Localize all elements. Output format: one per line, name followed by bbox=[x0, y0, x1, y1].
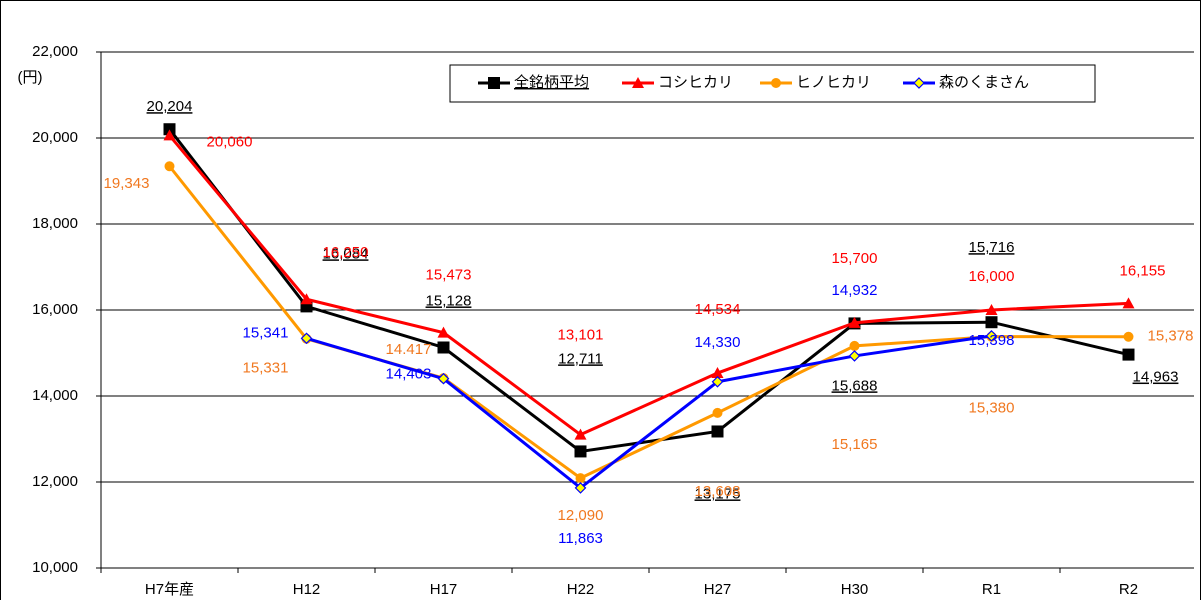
data-label: 15,398 bbox=[969, 332, 1015, 349]
data-label: 15,341 bbox=[243, 324, 289, 341]
data-label: 15,128 bbox=[426, 292, 472, 309]
y-tick-label: 10,000 bbox=[32, 559, 78, 576]
y-axis-label: (円) bbox=[18, 69, 43, 86]
marker bbox=[849, 340, 860, 351]
marker bbox=[488, 77, 500, 89]
data-label: 15,378 bbox=[1148, 328, 1194, 345]
data-label: 20,204 bbox=[147, 98, 193, 115]
y-tick-label: 14,000 bbox=[32, 387, 78, 404]
legend-label: コシヒカリ bbox=[658, 74, 733, 91]
marker bbox=[985, 316, 998, 329]
legend-label: 森のくまさん bbox=[939, 74, 1029, 91]
marker bbox=[1123, 331, 1134, 342]
y-tick-label: 16,000 bbox=[32, 301, 78, 318]
data-label: 12,711 bbox=[558, 350, 603, 367]
marker bbox=[575, 473, 586, 484]
marker bbox=[848, 350, 861, 362]
x-tick-label: H22 bbox=[567, 581, 595, 598]
marker bbox=[711, 425, 724, 438]
marker bbox=[632, 77, 644, 88]
data-label: 16,155 bbox=[1120, 262, 1166, 279]
series-line bbox=[168, 134, 1129, 437]
data-label: 15,700 bbox=[832, 250, 878, 267]
x-tick-label: R2 bbox=[1119, 581, 1138, 598]
data-label: 15,473 bbox=[426, 267, 472, 284]
series-line bbox=[306, 334, 992, 490]
data-label: 11,863 bbox=[558, 530, 603, 547]
marker bbox=[164, 161, 175, 172]
data-label: 15,165 bbox=[832, 436, 878, 453]
data-label: 19,343 bbox=[104, 175, 150, 192]
marker bbox=[848, 316, 861, 328]
data-label: 14,932 bbox=[832, 282, 878, 299]
data-label: 15,716 bbox=[969, 239, 1015, 256]
marker bbox=[300, 293, 313, 305]
data-label: 14,534 bbox=[695, 301, 741, 318]
marker bbox=[163, 123, 176, 136]
marker bbox=[711, 367, 724, 379]
marker bbox=[985, 330, 998, 342]
marker bbox=[437, 326, 450, 338]
x-tick-label: H7年産 bbox=[145, 581, 194, 598]
data-label: 14,963 bbox=[1133, 369, 1179, 386]
data-label: 16,250 bbox=[323, 244, 369, 261]
data-label: 16,084 bbox=[323, 245, 369, 262]
marker bbox=[437, 341, 450, 354]
marker bbox=[985, 304, 998, 315]
y-tick-label: 22,000 bbox=[32, 43, 78, 60]
data-label: 13,101 bbox=[558, 327, 604, 344]
data-label: 13,175 bbox=[695, 485, 741, 502]
y-tick-label: 20,000 bbox=[32, 129, 78, 146]
marker bbox=[300, 332, 313, 345]
data-label: 14.417 bbox=[386, 341, 432, 358]
y-tick-label: 18,000 bbox=[32, 215, 78, 232]
data-label: 15,688 bbox=[832, 377, 878, 394]
marker bbox=[437, 372, 450, 385]
x-tick-label: R1 bbox=[982, 581, 1001, 598]
data-label: 15,331 bbox=[243, 360, 289, 377]
marker bbox=[574, 428, 587, 440]
marker bbox=[771, 78, 781, 88]
data-label: 12,090 bbox=[558, 507, 604, 524]
legend-label: 全銘柄平均 bbox=[514, 73, 589, 91]
marker bbox=[1122, 348, 1135, 361]
data-label: 14,403 bbox=[386, 366, 432, 383]
data-label: 16,000 bbox=[969, 268, 1015, 285]
marker bbox=[163, 129, 176, 141]
marker bbox=[1122, 297, 1135, 309]
data-label: 15,380 bbox=[969, 400, 1015, 417]
marker bbox=[574, 445, 587, 458]
marker bbox=[913, 77, 925, 89]
legend-label: ヒノヒカリ bbox=[796, 74, 871, 91]
x-tick-label: H30 bbox=[841, 581, 869, 598]
marker bbox=[711, 375, 724, 388]
data-label: 20,060 bbox=[207, 133, 253, 150]
series-line bbox=[168, 128, 1129, 454]
marker bbox=[712, 407, 723, 418]
data-label: 13,608 bbox=[695, 483, 741, 500]
x-tick-label: H27 bbox=[704, 581, 732, 598]
x-tick-label: H17 bbox=[430, 581, 458, 598]
data-label: 14,330 bbox=[695, 334, 741, 351]
marker bbox=[574, 482, 587, 494]
x-tick-label: H12 bbox=[293, 581, 321, 598]
y-tick-label: 12,000 bbox=[32, 473, 78, 490]
